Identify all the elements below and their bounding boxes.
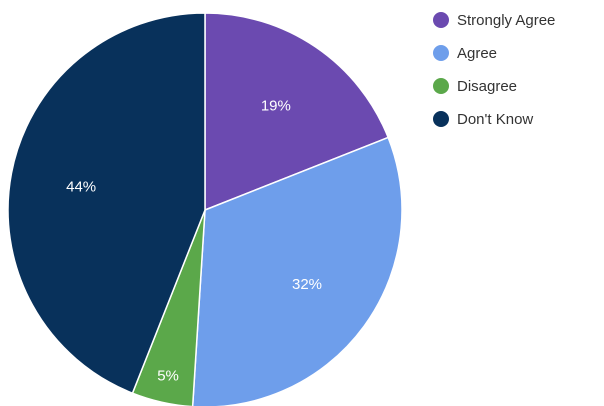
slice-value-label: 19% [261, 98, 291, 115]
legend: Strongly Agree Agree Disagree Don't Know [433, 12, 555, 128]
slice-value-label: 44% [66, 178, 96, 195]
legend-item-disagree: Disagree [433, 78, 517, 95]
legend-label: Agree [457, 45, 497, 62]
legend-swatch [433, 12, 449, 28]
pie-slice-agree [191, 136, 403, 406]
legend-label: Disagree [457, 78, 517, 95]
pie-slice-labels: 19% 32% 5% 44% [66, 98, 322, 385]
legend-swatch [433, 78, 449, 94]
slice-value-label: 32% [292, 276, 322, 293]
legend-item-don-t-know: Don't Know [433, 111, 533, 128]
legend-label: Don't Know [457, 111, 533, 128]
pie-slice-strongly-agree [204, 12, 390, 212]
slice-value-label: 5% [157, 367, 179, 384]
pie-slice-don-t-know [7, 12, 206, 395]
legend-label: Strongly Agree [457, 12, 555, 29]
legend-item-strongly-agree: Strongly Agree [433, 12, 555, 29]
legend-item-agree: Agree [433, 45, 497, 62]
pie-slices [7, 12, 403, 406]
legend-swatch [433, 45, 449, 61]
legend-swatch [433, 111, 449, 127]
